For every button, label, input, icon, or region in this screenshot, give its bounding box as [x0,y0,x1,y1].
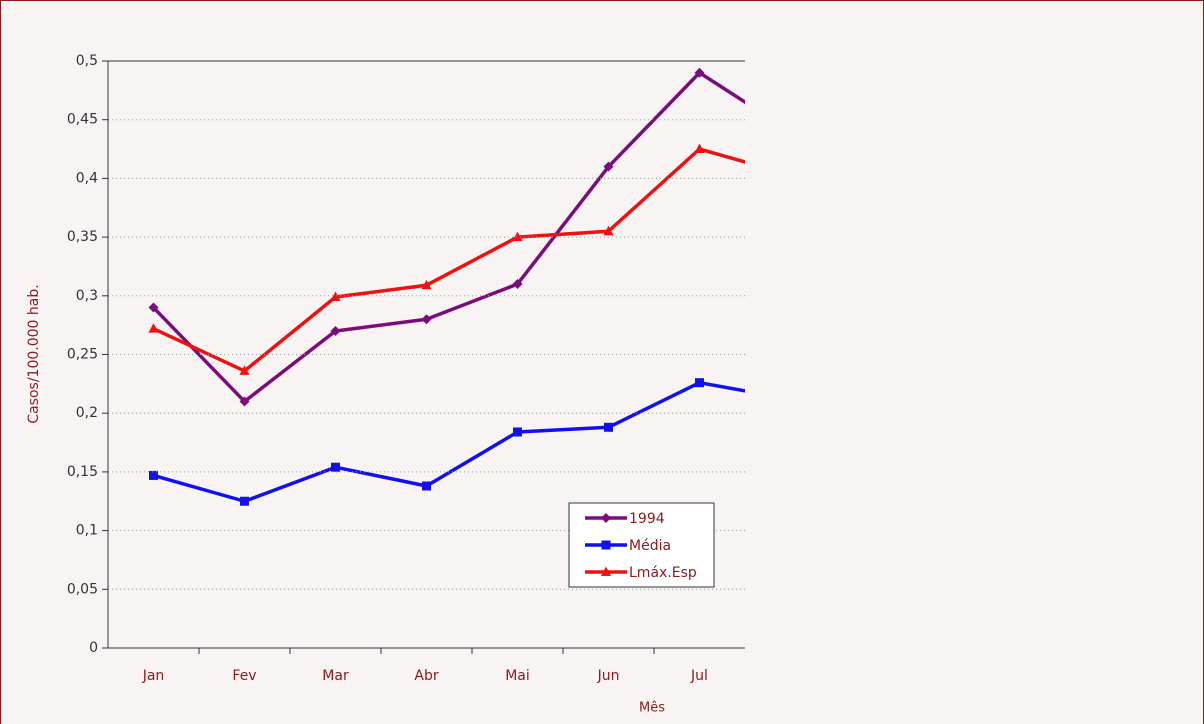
marker [149,470,158,480]
marker [695,378,704,388]
marker [513,427,522,437]
marker [421,279,432,290]
x-tick-label: Jan [142,668,165,684]
y-tick-label: 0,15 [67,464,98,480]
plot-area [148,67,745,506]
marker [604,422,613,432]
marker [148,323,159,333]
x-tick-label: Jul [690,668,708,684]
y-tick-label: 0,5 [76,53,98,69]
marker [601,566,611,576]
y-tick-label: 0,25 [67,347,98,363]
x-tick-label: Abr [414,668,438,684]
legend-label: Lmáx.Esp [629,565,697,581]
y-tick-label: 0,35 [67,229,98,245]
legend-label: Média [629,538,671,554]
marker [601,540,611,550]
marker [601,513,611,523]
x-tick-label: Mar [322,668,349,684]
series-line [152,70,745,404]
marker [421,314,432,325]
y-tick-label: 0,3 [76,288,98,304]
y-tick-label: 0,2 [76,405,98,421]
marker [330,291,341,301]
x-axis-label: Mês [639,701,665,716]
marker [239,365,250,375]
x-tick-label: Mai [505,668,530,684]
marker [240,496,249,506]
marker [239,396,250,407]
y-tick-label: 0 [89,640,98,656]
marker [330,326,341,337]
marker [512,279,523,290]
marker [694,67,705,78]
y-tick-label: 0,1 [76,523,98,539]
marker [422,481,431,491]
x-tick-label: Jun [597,668,620,684]
marker [694,143,705,154]
marker [331,462,340,472]
marker [148,302,159,313]
series-line [153,380,745,503]
x-tick-label: Fev [232,668,256,684]
y-axis-label: Casos/100.000 hab. [26,284,42,423]
series-line [152,147,745,373]
legend-label: 1994 [629,511,665,527]
marker [512,231,523,242]
y-tick-label: 0,05 [67,581,98,597]
marker [603,225,614,236]
marker [603,161,614,172]
y-tick-label: 0,4 [76,170,98,186]
y-tick-label: 0,45 [67,112,98,128]
